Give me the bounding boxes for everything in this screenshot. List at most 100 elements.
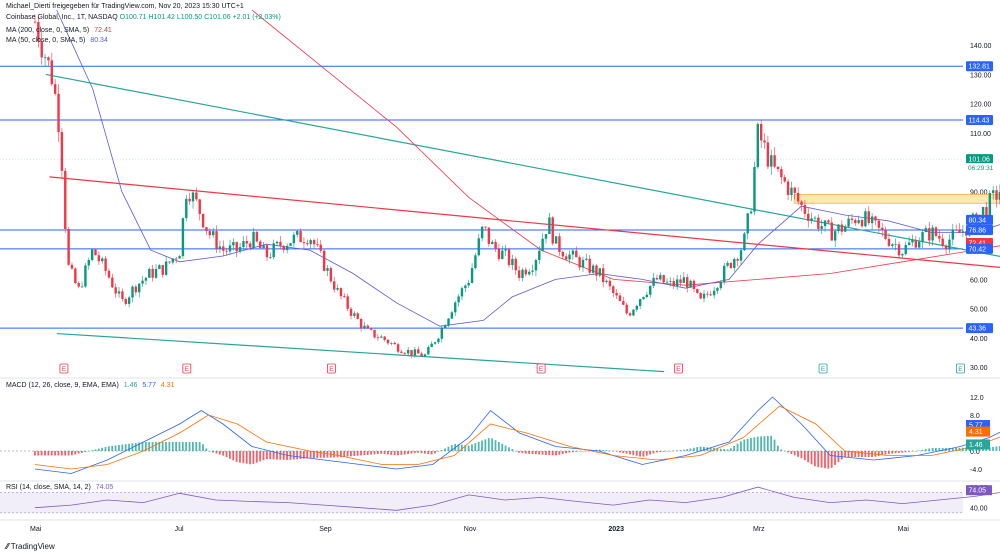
candle-body: [121, 291, 124, 299]
earnings-marker[interactable]: E: [182, 363, 192, 374]
candle: [141, 276, 144, 287]
candle: [349, 307, 353, 320]
candle-body: [793, 187, 797, 193]
symbol-label[interactable]: Coinbase Global, Inc., 1T, NASDAQ: [6, 14, 118, 21]
candle-body: [786, 181, 790, 196]
candle-body: [504, 249, 507, 251]
rsi-axis-label-text: 74.05: [969, 488, 987, 495]
earnings-marker[interactable]: E: [674, 363, 683, 374]
macd-tick-label: 0.0: [970, 449, 980, 456]
candle-body: [665, 281, 669, 283]
candle: [211, 227, 215, 238]
candle: [618, 292, 622, 302]
rsi-legend[interactable]: RSI (14, close, SMA, 14, 2) 74.05: [6, 483, 113, 493]
macd-line: [34, 396, 1000, 474]
candle-body: [924, 228, 928, 233]
candle: [985, 202, 988, 218]
candle-body: [443, 325, 447, 328]
candle-body: [894, 244, 897, 246]
macd-histogram-bar: [491, 438, 494, 451]
candle-body: [810, 218, 813, 221]
macd-histogram-bar: [70, 451, 73, 456]
candle: [208, 228, 212, 239]
candle: [638, 298, 642, 310]
candle-body: [366, 325, 370, 329]
candle-body: [954, 229, 958, 231]
macd-histogram-bar: [941, 448, 944, 451]
candle-body: [285, 245, 289, 251]
candle: [561, 250, 565, 260]
candle: [380, 334, 383, 338]
candle-body: [608, 280, 612, 287]
macd-histogram-bar: [87, 451, 90, 452]
candle: [854, 218, 857, 226]
trendline-green-descending: [45, 73, 1000, 258]
candle: [689, 279, 692, 288]
time-tick-label: Nov: [464, 526, 477, 533]
candle-body: [138, 283, 141, 293]
candle: [833, 229, 837, 247]
macd-histogram-bar: [373, 451, 376, 455]
candle: [719, 280, 723, 291]
candle-body: [675, 279, 679, 287]
candle: [575, 246, 578, 258]
candle-body: [396, 344, 400, 352]
price-axis-label-bg: [966, 61, 993, 72]
macd-histogram-bar: [353, 451, 356, 456]
macd-histogram-bar: [383, 451, 386, 455]
earnings-marker[interactable]: E: [818, 363, 828, 374]
candle-body: [622, 301, 625, 305]
candle-body: [74, 268, 77, 284]
earnings-marker[interactable]: E: [59, 363, 69, 374]
candle-body: [218, 246, 222, 249]
macd-histogram-bar: [94, 449, 97, 451]
macd-histogram-bar: [508, 447, 510, 451]
macd-histogram-bar: [524, 451, 527, 454]
candle-body: [195, 192, 198, 200]
candle: [245, 235, 249, 249]
candle-body: [817, 217, 820, 229]
macd-legend[interactable]: MACD (12, 26, close, 9, EMA, EMA) 1.46 5…: [6, 381, 175, 391]
macd-histogram-bar: [928, 448, 931, 451]
candle: [107, 268, 111, 280]
candle: [827, 219, 830, 224]
macd-histogram-bar: [37, 451, 40, 456]
candle: [90, 248, 94, 262]
macd-histogram-bar: [222, 451, 225, 456]
macd-histogram-bar: [195, 442, 198, 451]
candle-body: [460, 288, 464, 297]
macd-histogram-bar: [578, 451, 581, 452]
candle: [944, 243, 948, 256]
macd-histogram-bar: [911, 451, 914, 452]
macd-histogram-bar: [158, 442, 161, 451]
candle: [168, 261, 171, 265]
candle: [255, 230, 259, 243]
ma200-legend[interactable]: MA (200, close, 0, SMA, 5) 72.41: [6, 26, 112, 36]
earnings-marker[interactable]: E: [327, 363, 336, 374]
ma50-legend[interactable]: MA (50, close, 0, SMA, 5) 80.34: [6, 36, 108, 46]
ohlc-legend: Coinbase Global, Inc., 1T, NASDAQ O100.7…: [6, 14, 281, 21]
macd-histogram-bar: [205, 448, 208, 451]
candle-body: [672, 280, 675, 287]
macd-histogram-bar: [511, 449, 514, 451]
candle: [427, 345, 430, 355]
earnings-marker[interactable]: E: [536, 363, 546, 374]
candle-body: [995, 190, 998, 200]
earnings-marker[interactable]: E: [956, 363, 965, 374]
tradingview-brand[interactable]: ⁄⁄ TradingView: [6, 542, 55, 551]
candle-body: [844, 226, 847, 232]
candle: [897, 241, 901, 259]
macd-histogram-bar: [346, 451, 349, 457]
candle: [406, 347, 410, 357]
macd-histogram-bar: [323, 451, 325, 458]
candle-body: [40, 41, 43, 58]
candle-body: [763, 140, 766, 143]
candle-body: [534, 259, 538, 271]
candle-body: [480, 226, 484, 239]
macd-histogram-bar: [444, 448, 446, 451]
candle: [262, 242, 265, 249]
candle: [524, 267, 528, 277]
rsi-label: RSI (14, close, SMA, 14, 2): [6, 484, 91, 491]
macd-histogram-bar: [948, 448, 951, 451]
